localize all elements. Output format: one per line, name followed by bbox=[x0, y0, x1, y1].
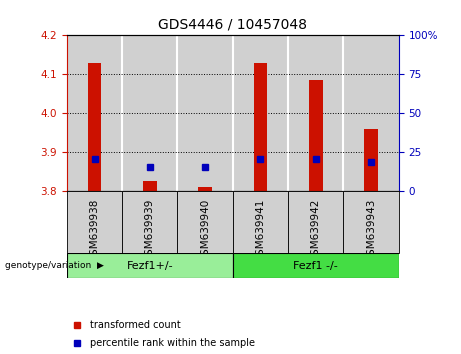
Bar bbox=[288, 35, 343, 191]
Bar bbox=[254, 63, 267, 191]
Bar bbox=[233, 35, 288, 191]
Bar bbox=[288, 191, 343, 253]
Bar bbox=[67, 35, 122, 191]
Text: percentile rank within the sample: percentile rank within the sample bbox=[90, 338, 255, 348]
Bar bbox=[343, 35, 399, 191]
Text: Fezf1+/-: Fezf1+/- bbox=[126, 261, 173, 270]
Text: Fezf1 -/-: Fezf1 -/- bbox=[293, 261, 338, 270]
Bar bbox=[198, 187, 212, 191]
Bar bbox=[67, 253, 233, 278]
Bar bbox=[88, 63, 101, 191]
Text: transformed count: transformed count bbox=[90, 320, 181, 330]
Bar bbox=[177, 191, 233, 253]
Text: genotype/variation  ▶: genotype/variation ▶ bbox=[5, 261, 103, 270]
Bar bbox=[343, 191, 399, 253]
Text: GSM639940: GSM639940 bbox=[200, 199, 210, 262]
Bar bbox=[364, 129, 378, 191]
Bar bbox=[233, 253, 399, 278]
Bar bbox=[233, 191, 288, 253]
Bar bbox=[67, 191, 122, 253]
Bar bbox=[177, 35, 233, 191]
Text: GSM639943: GSM639943 bbox=[366, 199, 376, 262]
Bar bbox=[122, 191, 177, 253]
Text: GSM639941: GSM639941 bbox=[255, 199, 266, 262]
Text: GSM639938: GSM639938 bbox=[89, 199, 100, 262]
Title: GDS4446 / 10457048: GDS4446 / 10457048 bbox=[158, 17, 307, 32]
Bar bbox=[309, 80, 323, 191]
Bar bbox=[143, 182, 157, 191]
Text: GSM639942: GSM639942 bbox=[311, 199, 321, 262]
Text: GSM639939: GSM639939 bbox=[145, 199, 155, 262]
Bar bbox=[122, 35, 177, 191]
